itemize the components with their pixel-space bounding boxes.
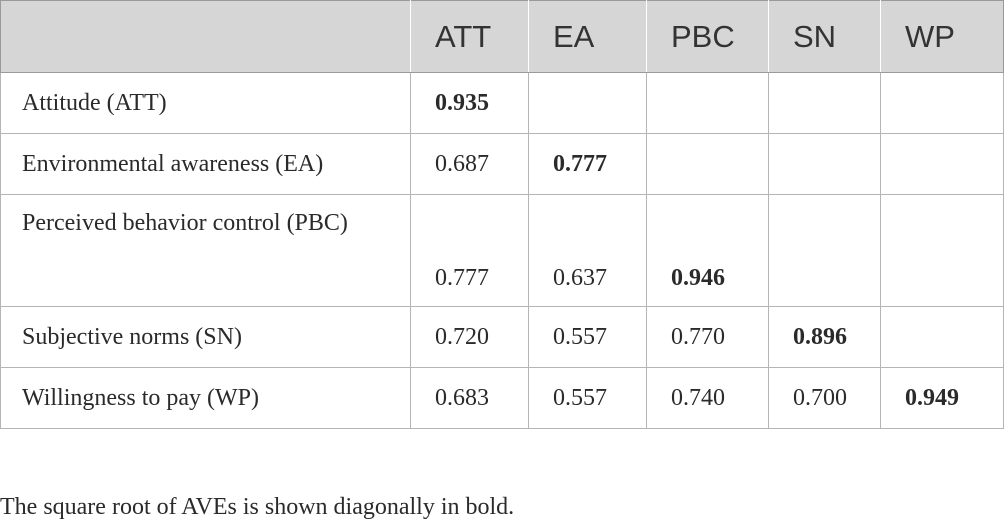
table-cell: 0.896 (768, 306, 881, 368)
table-cell: 0.777 (528, 133, 647, 195)
table-cell (646, 133, 769, 195)
table-cell (768, 133, 881, 195)
table-cell (880, 133, 1004, 195)
table-cell: 0.637 (528, 194, 647, 307)
correlation-table: ATT EA PBC SN WP Attitude (ATT) 0.935 En… (0, 0, 1004, 429)
table-cell (880, 306, 1004, 368)
table-body: Attitude (ATT) 0.935 Environmental aware… (0, 72, 1004, 429)
header-row: ATT EA PBC SN WP (0, 0, 1004, 73)
row-label: Subjective norms (SN) (0, 306, 411, 368)
column-header-att: ATT (410, 0, 529, 73)
table-cell: 0.557 (528, 367, 647, 429)
table-cell (768, 194, 881, 307)
row-label: Willingness to pay (WP) (0, 367, 411, 429)
table-cell: 0.720 (410, 306, 529, 368)
column-header-sn: SN (768, 0, 881, 73)
table-row: Subjective norms (SN) 0.720 0.557 0.770 … (0, 306, 1004, 368)
table-cell: 0.687 (410, 133, 529, 195)
table-header: ATT EA PBC SN WP (0, 0, 1004, 73)
row-label: Environmental awareness (EA) (0, 133, 411, 195)
table-cell: 0.700 (768, 367, 881, 429)
table-row: Environmental awareness (EA) 0.687 0.777 (0, 133, 1004, 195)
table-cell (880, 194, 1004, 307)
table-cell: 0.770 (646, 306, 769, 368)
table-cell: 0.935 (410, 72, 529, 134)
table-cell (646, 72, 769, 134)
row-label: Perceived behavior control (PBC) (0, 194, 411, 307)
table-row: Attitude (ATT) 0.935 (0, 72, 1004, 134)
table-cell: 0.949 (880, 367, 1004, 429)
table-cell: 0.777 (410, 194, 529, 307)
header-corner-cell (0, 0, 411, 73)
table-row: Perceived behavior control (PBC) 0.777 0… (0, 194, 1004, 307)
table-cell (768, 72, 881, 134)
table-cell (528, 72, 647, 134)
table-row: Willingness to pay (WP) 0.683 0.557 0.74… (0, 367, 1004, 429)
table-cell: 0.683 (410, 367, 529, 429)
table-cell: 0.740 (646, 367, 769, 429)
column-header-ea: EA (528, 0, 647, 73)
table-cell: 0.946 (646, 194, 769, 307)
table-cell: 0.557 (528, 306, 647, 368)
column-header-wp: WP (880, 0, 1004, 73)
table-cell (880, 72, 1004, 134)
row-label: Attitude (ATT) (0, 72, 411, 134)
column-header-pbc: PBC (646, 0, 769, 73)
table-footnote: The square root of AVEs is shown diagona… (0, 494, 515, 520)
